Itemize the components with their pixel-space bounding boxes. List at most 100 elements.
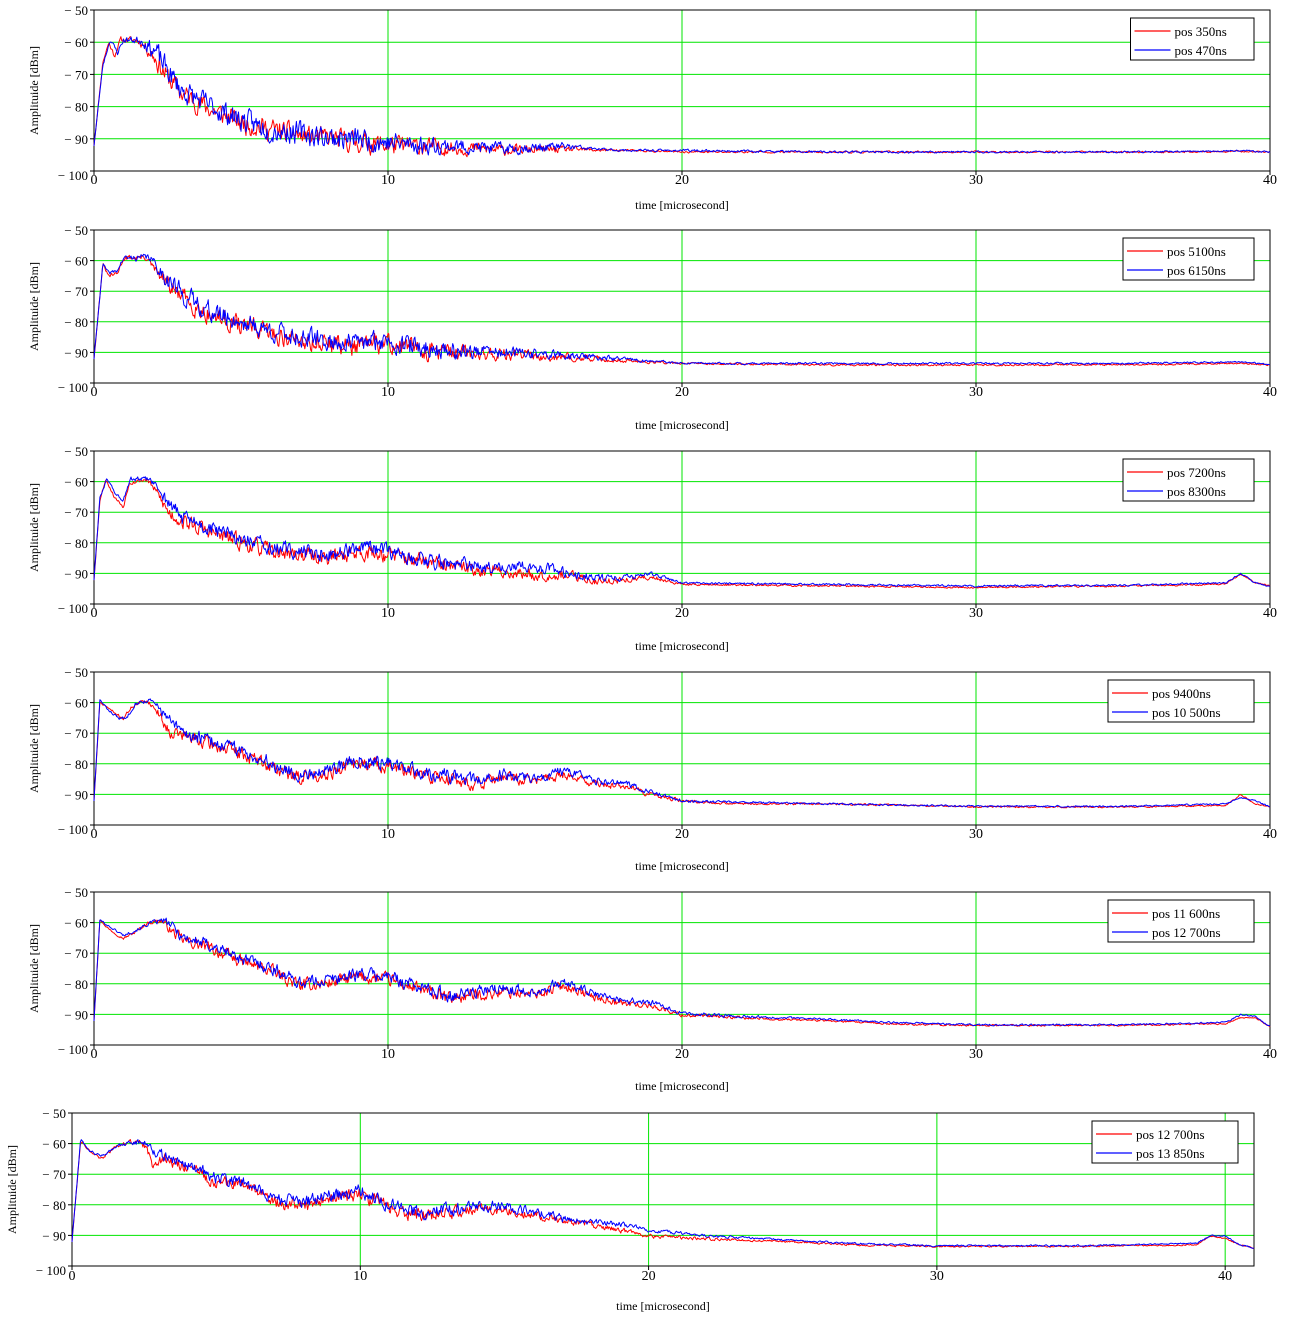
x-tick-label: 20 xyxy=(675,385,689,400)
x-tick-label: 30 xyxy=(930,1269,944,1284)
x-tick-label: 30 xyxy=(969,1047,983,1062)
legend-label: pos 10 500ns xyxy=(1152,705,1221,720)
y-tick-label: − 100 xyxy=(58,168,88,183)
y-tick-label: − 90 xyxy=(64,1007,88,1022)
y-axis-label: Amplituide [dBm] xyxy=(5,1145,19,1234)
y-tick-label: − 80 xyxy=(42,1198,66,1213)
y-tick-label: − 100 xyxy=(58,1042,88,1057)
y-tick-label: − 100 xyxy=(36,1263,66,1278)
x-axis-label: time [microsecond] xyxy=(635,1079,729,1093)
chart-panel: − 50 − 60 − 70 − 80 − 90 − 100 0 10 20 30 40 time [… xyxy=(27,444,1277,653)
legend-box xyxy=(1130,17,1255,61)
legend: pos 11 600ns pos 12 700ns xyxy=(1107,899,1255,943)
series-line xyxy=(93,476,1271,588)
y-tick-label: − 50 xyxy=(64,223,88,238)
series-line xyxy=(93,36,1271,156)
chart-panel: − 50 − 60 − 70 − 80 − 90 − 100 0 10 20 30 40 time [… xyxy=(27,665,1277,873)
legend-label: pos 8300ns xyxy=(1167,484,1226,499)
x-tick-label: 0 xyxy=(91,606,98,621)
y-tick-label: − 50 xyxy=(64,665,88,680)
y-tick-label: − 50 xyxy=(64,444,88,459)
y-tick-label: − 60 xyxy=(64,916,88,931)
y-tick-label: − 70 xyxy=(64,946,88,961)
x-tick-label: 10 xyxy=(381,385,395,400)
y-axis-label: Amplituide [dBm] xyxy=(27,46,41,135)
x-tick-label: 10 xyxy=(381,1047,395,1062)
legend-box xyxy=(1107,899,1255,943)
x-tick-label: 0 xyxy=(91,827,98,842)
legend-label: pos 9400ns xyxy=(1152,686,1211,701)
y-tick-label: − 70 xyxy=(64,726,88,741)
y-tick-label: − 60 xyxy=(64,35,88,50)
x-tick-label: 40 xyxy=(1263,385,1277,400)
legend-label: pos 470ns xyxy=(1175,43,1227,58)
series-line xyxy=(71,1139,1255,1249)
y-axis-label: Amplituide [dBm] xyxy=(27,262,41,351)
legend-label: pos 7200ns xyxy=(1167,465,1226,480)
y-tick-label: − 90 xyxy=(64,787,88,802)
chart-panel: − 50 − 60 − 70 − 80 − 90 − 100 0 10 20 30 40 time [… xyxy=(5,1106,1255,1313)
x-tick-label: 10 xyxy=(381,606,395,621)
legend-label: pos 11 600ns xyxy=(1152,906,1220,921)
chart-panel: − 50 − 60 − 70 − 80 − 90 − 100 0 10 20 30 40 time [… xyxy=(27,223,1277,432)
legend: pos 12 700ns pos 13 850ns xyxy=(1091,1120,1239,1164)
y-tick-label: − 70 xyxy=(64,505,88,520)
y-tick-label: − 60 xyxy=(42,1137,66,1152)
x-tick-label: 20 xyxy=(675,173,689,188)
x-tick-label: 30 xyxy=(969,827,983,842)
x-tick-label: 20 xyxy=(642,1269,656,1284)
series-line xyxy=(93,253,1271,366)
y-tick-label: − 50 xyxy=(42,1106,66,1121)
y-tick-label: − 80 xyxy=(64,315,88,330)
legend-box xyxy=(1122,458,1255,502)
y-tick-label: − 100 xyxy=(58,822,88,837)
legend-label: pos 13 850ns xyxy=(1136,1146,1205,1161)
legend-box xyxy=(1091,1120,1239,1164)
x-tick-label: 10 xyxy=(353,1269,367,1284)
y-tick-label: − 90 xyxy=(64,345,88,360)
x-tick-label: 40 xyxy=(1218,1269,1232,1284)
series-line xyxy=(93,917,1271,1027)
x-axis-label: time [microsecond] xyxy=(635,198,729,212)
y-tick-label: − 60 xyxy=(64,254,88,269)
series-line xyxy=(93,698,1271,808)
x-tick-label: 20 xyxy=(675,827,689,842)
x-tick-label: 0 xyxy=(91,173,98,188)
legend-box xyxy=(1122,237,1255,281)
y-tick-label: − 50 xyxy=(64,3,88,18)
y-tick-label: − 90 xyxy=(64,566,88,581)
legend-label: pos 6150ns xyxy=(1167,263,1226,278)
legend: pos 5100ns pos 6150ns xyxy=(1122,237,1255,281)
x-tick-label: 10 xyxy=(381,827,395,842)
y-tick-label: − 90 xyxy=(64,132,88,147)
x-tick-label: 20 xyxy=(675,1047,689,1062)
plot-frame xyxy=(71,1112,1255,1267)
y-tick-label: − 70 xyxy=(64,67,88,82)
y-tick-label: − 90 xyxy=(42,1228,66,1243)
legend: pos 9400ns pos 10 500ns xyxy=(1107,679,1255,723)
legend-label: pos 12 700ns xyxy=(1152,925,1221,940)
y-axis-label: Amplituide [dBm] xyxy=(27,704,41,793)
y-tick-label: − 100 xyxy=(58,601,88,616)
y-tick-label: − 50 xyxy=(64,885,88,900)
x-tick-label: 40 xyxy=(1263,606,1277,621)
y-axis-label: Amplituide [dBm] xyxy=(27,483,41,572)
x-axis-label: time [microsecond] xyxy=(616,1299,710,1313)
x-tick-label: 0 xyxy=(91,1047,98,1062)
y-tick-label: − 60 xyxy=(64,696,88,711)
x-tick-label: 20 xyxy=(675,606,689,621)
y-tick-label: − 70 xyxy=(42,1167,66,1182)
x-axis-label: time [microsecond] xyxy=(635,859,729,873)
x-tick-label: 30 xyxy=(969,173,983,188)
legend-box xyxy=(1107,679,1255,723)
x-tick-label: 40 xyxy=(1263,827,1277,842)
legend-label: pos 5100ns xyxy=(1167,244,1226,259)
y-tick-label: − 80 xyxy=(64,536,88,551)
legend-label: pos 350ns xyxy=(1175,24,1227,39)
x-tick-label: 40 xyxy=(1263,1047,1277,1062)
x-tick-label: 0 xyxy=(91,385,98,400)
chart-panel: − 50 − 60 − 70 − 80 − 90 − 100 0 10 20 30 40 time [… xyxy=(27,3,1277,212)
y-tick-label: − 80 xyxy=(64,977,88,992)
y-tick-label: − 60 xyxy=(64,475,88,490)
series-line xyxy=(71,1139,1255,1249)
